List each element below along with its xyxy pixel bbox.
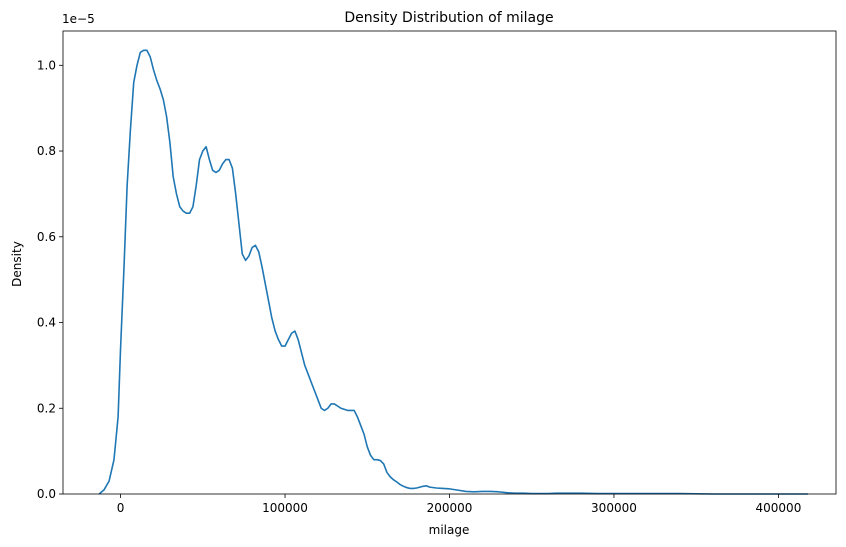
density-curve [98,49,809,495]
y-tick-label: 0.4 [37,316,56,330]
y-axis-offset-label: 1e−5 [62,12,95,26]
x-axis-label: milage [429,523,470,537]
plot-area [62,30,837,495]
x-tick-label: 300000 [591,501,637,515]
x-tick-label: 100000 [262,501,308,515]
y-axis-label: Density [10,241,24,287]
x-axis-ticks: 0 100000 200000 300000 400000 [117,494,802,515]
chart-title: Density Distribution of milage [344,10,553,26]
axes-frame [62,30,837,495]
y-tick-label: 1.0 [37,58,56,72]
y-tick-label: 0.2 [37,401,56,415]
y-tick-label: 0.0 [37,487,56,501]
x-tick-label: 0 [117,501,125,515]
y-tick-label: 0.8 [37,144,56,158]
y-axis-ticks: 0.0 0.2 0.4 0.6 0.8 1.0 [37,58,63,501]
x-tick-label: 400000 [756,501,802,515]
y-tick-label: 0.6 [37,230,56,244]
x-tick-label: 200000 [427,501,473,515]
